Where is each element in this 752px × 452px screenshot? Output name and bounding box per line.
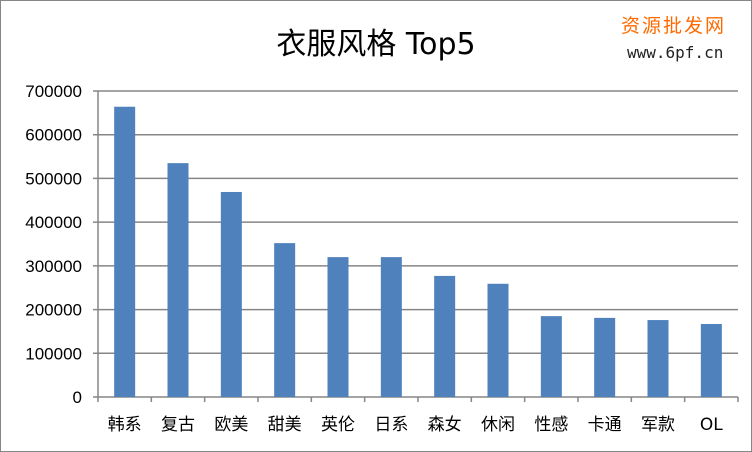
- y-tick-label: 0: [73, 388, 82, 407]
- bar-6: [434, 275, 456, 397]
- y-tick-label: 700000: [25, 82, 82, 101]
- x-category-label: OL: [700, 415, 723, 435]
- bar-7: [487, 283, 509, 397]
- bar-11: [700, 323, 722, 397]
- y-tick-label: 200000: [25, 301, 82, 320]
- x-category-label: 卡通: [588, 415, 622, 435]
- bar-8: [540, 316, 562, 397]
- y-tick-label: 400000: [25, 213, 82, 232]
- bar-1: [167, 163, 189, 397]
- x-category-label: 甜美: [268, 415, 302, 435]
- x-category-label: 欧美: [214, 415, 248, 435]
- x-category-label: 性感: [534, 415, 568, 435]
- bar-10: [647, 320, 669, 397]
- y-tick-label: 500000: [25, 169, 82, 188]
- y-tick-label: 600000: [25, 126, 82, 145]
- bar-9: [594, 317, 616, 397]
- bar-4: [327, 257, 349, 397]
- chart-title: 衣服风格 Top5: [276, 27, 476, 62]
- x-category-label: 英伦: [321, 415, 355, 435]
- x-category-label: 复古: [161, 415, 195, 435]
- bar-3: [274, 243, 296, 397]
- x-category-label: 韩系: [108, 415, 142, 435]
- x-category-label: 森女: [428, 415, 462, 435]
- y-tick-label: 300000: [25, 257, 82, 276]
- watermark-url: www.6pf.cn: [627, 43, 724, 62]
- bar-0: [114, 106, 136, 397]
- x-category-label: 军款: [641, 415, 675, 435]
- bar-5: [380, 257, 402, 397]
- bar-2: [220, 191, 242, 397]
- x-category-label: 日系: [374, 415, 408, 435]
- x-category-label: 休闲: [481, 415, 515, 435]
- watermark-logo: 资源批发网: [621, 15, 727, 37]
- y-tick-label: 100000: [25, 344, 82, 363]
